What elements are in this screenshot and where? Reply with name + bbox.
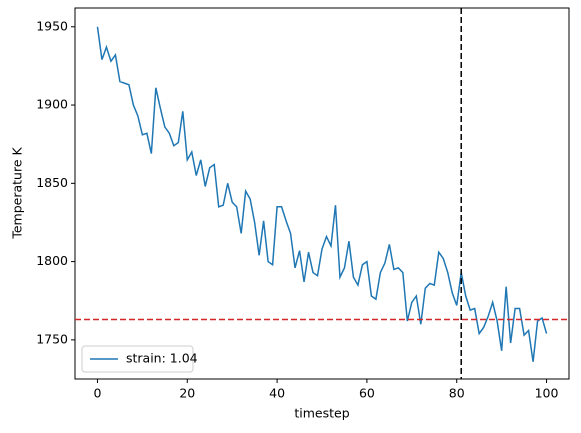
y-tick-label: 1950 bbox=[36, 18, 68, 33]
plot-frame bbox=[74, 7, 570, 380]
data-line bbox=[96, 26, 548, 362]
x-tick-label: 80 bbox=[449, 386, 465, 401]
y-tick-label: 1900 bbox=[36, 97, 68, 112]
y-axis-label: Temperature K bbox=[10, 147, 25, 240]
y-tick-label: 1800 bbox=[36, 253, 68, 268]
x-tick-label: 40 bbox=[269, 386, 285, 401]
y-tick-label: 1750 bbox=[36, 331, 68, 346]
legend-box bbox=[81, 345, 194, 373]
x-tick-label: 20 bbox=[179, 386, 195, 401]
x-tick-label: 60 bbox=[359, 386, 375, 401]
x-tick-label: 100 bbox=[535, 386, 559, 401]
x-tick-label: 0 bbox=[93, 386, 101, 401]
x-axis-label: timestep bbox=[294, 406, 349, 421]
legend-label: strain: 1.04 bbox=[126, 351, 198, 366]
y-tick-label: 1850 bbox=[36, 175, 68, 190]
